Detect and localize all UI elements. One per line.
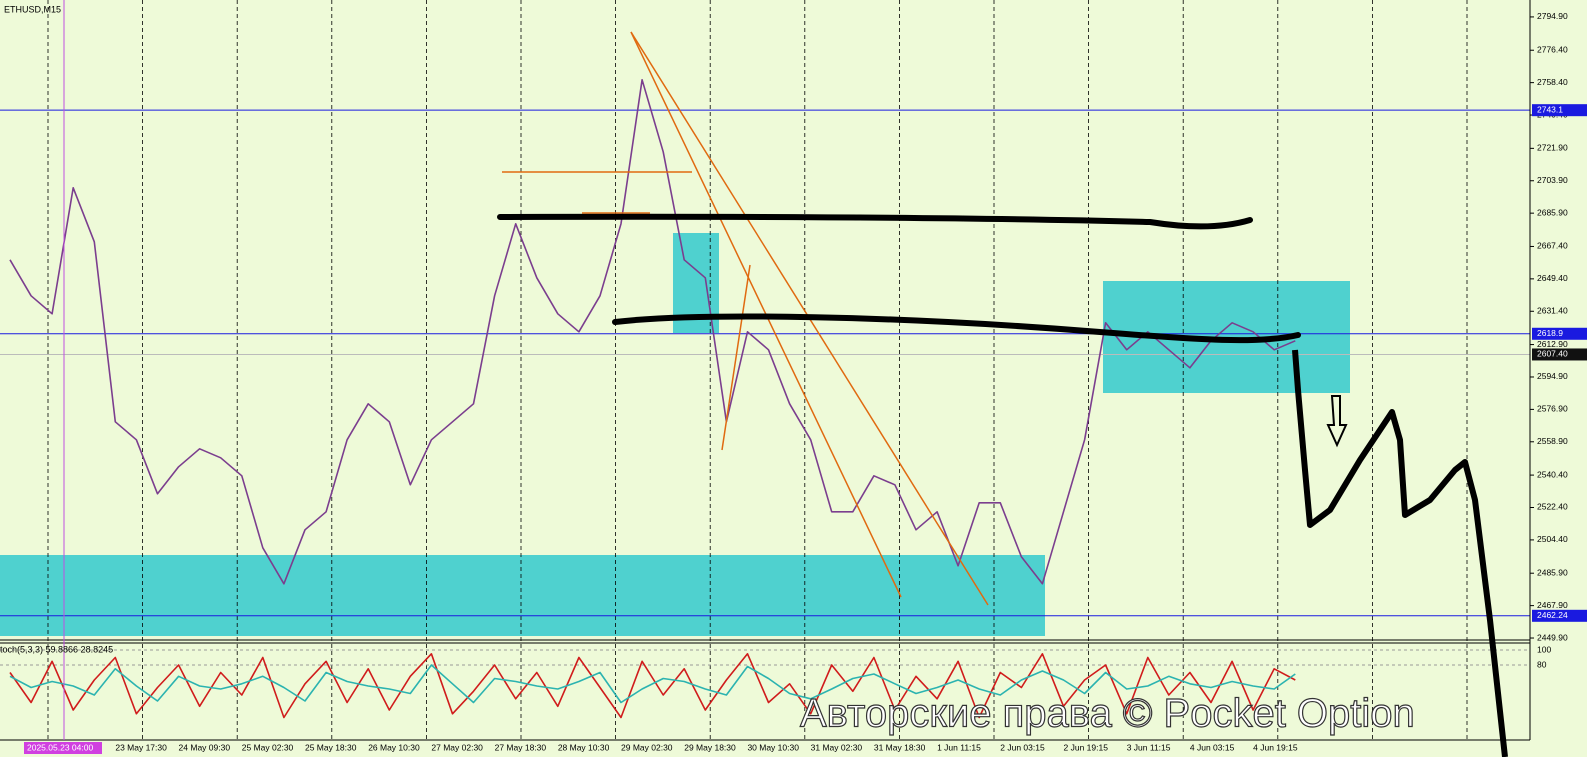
- y-tick-label: 2522.40: [1537, 502, 1568, 512]
- level-label: 2743.1: [1537, 104, 1563, 114]
- x-tick-label: 25 May 02:30: [242, 742, 294, 752]
- level-label: 2618.9: [1537, 328, 1563, 338]
- grid: [0, 0, 1530, 740]
- x-tick-label: 23 May 17:30: [115, 742, 167, 752]
- x-tick-label: 29 May 02:30: [621, 742, 673, 752]
- level-tag: [1532, 104, 1587, 117]
- price-tag: [1532, 348, 1587, 361]
- y-tick-label: 2467.90: [1537, 600, 1568, 610]
- y-tick-label: 2540.40: [1537, 469, 1568, 479]
- x-tick-label: 27 May 02:30: [431, 742, 483, 752]
- x-tick-label: 4 Jun 03:15: [1190, 742, 1235, 752]
- level-tag: [1532, 609, 1587, 622]
- y-tick-label: 2594.90: [1537, 371, 1568, 381]
- x-tick-label: 31 May 02:30: [811, 742, 863, 752]
- forecast-path: [1292, 349, 1508, 757]
- series-line: [9, 664, 1296, 704]
- indicator-title: Stoch(5,3,3) 59.8866 28.8245: [0, 644, 113, 654]
- x-tick-label: 31 May 18:30: [874, 742, 926, 752]
- y-tick-label: 2667.40: [1537, 241, 1568, 251]
- hand-line: [497, 213, 1253, 230]
- y-tick-label: 2612.90: [1537, 339, 1568, 349]
- x-tick-label: 29 May 18:30: [684, 742, 736, 752]
- x-tick-label: 30 May 10:30: [747, 742, 799, 752]
- x-tick-label: 28 May 10:30: [558, 742, 610, 752]
- y-tick-label: 100: [1537, 644, 1551, 654]
- x-tick-label: 1 Jun 11:15: [937, 742, 981, 752]
- x-tick-label: 2 Jun 03:15: [1000, 742, 1045, 752]
- y-tick-label: 2703.90: [1537, 175, 1568, 185]
- drawings: [497, 31, 1508, 757]
- x-tick-label: 26 May 10:30: [368, 742, 420, 752]
- y-tick-label: 2776.40: [1537, 44, 1568, 54]
- series-line: [9, 79, 1296, 585]
- y-tick-label: 2631.40: [1537, 306, 1568, 316]
- y-tick-label: 2449.90: [1537, 632, 1568, 642]
- y-tick-label: 2649.40: [1537, 273, 1568, 283]
- zone: [0, 555, 1045, 636]
- y-tick-label: 2485.90: [1537, 567, 1568, 577]
- zones: [0, 233, 1350, 636]
- hand-line: [612, 313, 1301, 344]
- y-tick-label: 2558.90: [1537, 436, 1568, 446]
- trend-line: [721, 264, 751, 451]
- plot: [9, 79, 1296, 719]
- x-tick-label: 4 Jun 19:15: [1253, 742, 1298, 752]
- cursor-tag: [24, 742, 102, 754]
- x-tick-label: 3 Jun 11:15: [1127, 742, 1171, 752]
- current-price-label: 2607.40: [1537, 349, 1568, 359]
- x-tick-label: 27 May 18:30: [495, 742, 547, 752]
- y-tick-label: 2758.40: [1537, 77, 1568, 87]
- level-label: 2462.24: [1537, 610, 1568, 620]
- watermark: Авторские права © Pocket Option: [800, 692, 1415, 736]
- y-tick-label: 2721.90: [1537, 143, 1568, 153]
- arrow: [1326, 395, 1348, 448]
- y-tick-label: 2504.40: [1537, 534, 1568, 544]
- y-tick-label: 80: [1537, 659, 1547, 669]
- y-tick-label: 2576.90: [1537, 404, 1568, 414]
- level-tag: [1532, 327, 1587, 340]
- x-tick-label: 25 May 18:30: [305, 742, 357, 752]
- cursor-label: 2025.05.23 04:00: [27, 742, 93, 752]
- y-tick-label: 2794.90: [1537, 11, 1568, 21]
- x-tick-label: 2 Jun 19:15: [1064, 742, 1109, 752]
- y-tick-label: 2685.90: [1537, 207, 1568, 217]
- x-tick-label: 24 May 09:30: [179, 742, 231, 752]
- series-line: [9, 653, 1296, 719]
- chart-title: ETHUSD,M15: [4, 4, 61, 14]
